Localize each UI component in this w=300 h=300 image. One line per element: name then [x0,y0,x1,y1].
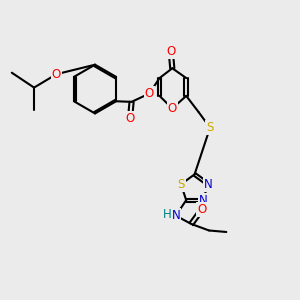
Text: N: N [199,194,207,207]
Text: O: O [197,203,206,216]
Text: O: O [52,68,61,81]
Text: N: N [204,178,212,191]
Text: O: O [125,112,135,125]
Text: O: O [166,45,176,58]
Text: N: N [171,209,180,222]
Text: O: O [168,102,177,115]
Text: O: O [145,87,154,100]
Text: S: S [177,178,185,191]
Text: H: H [163,208,172,221]
Text: S: S [206,121,214,134]
